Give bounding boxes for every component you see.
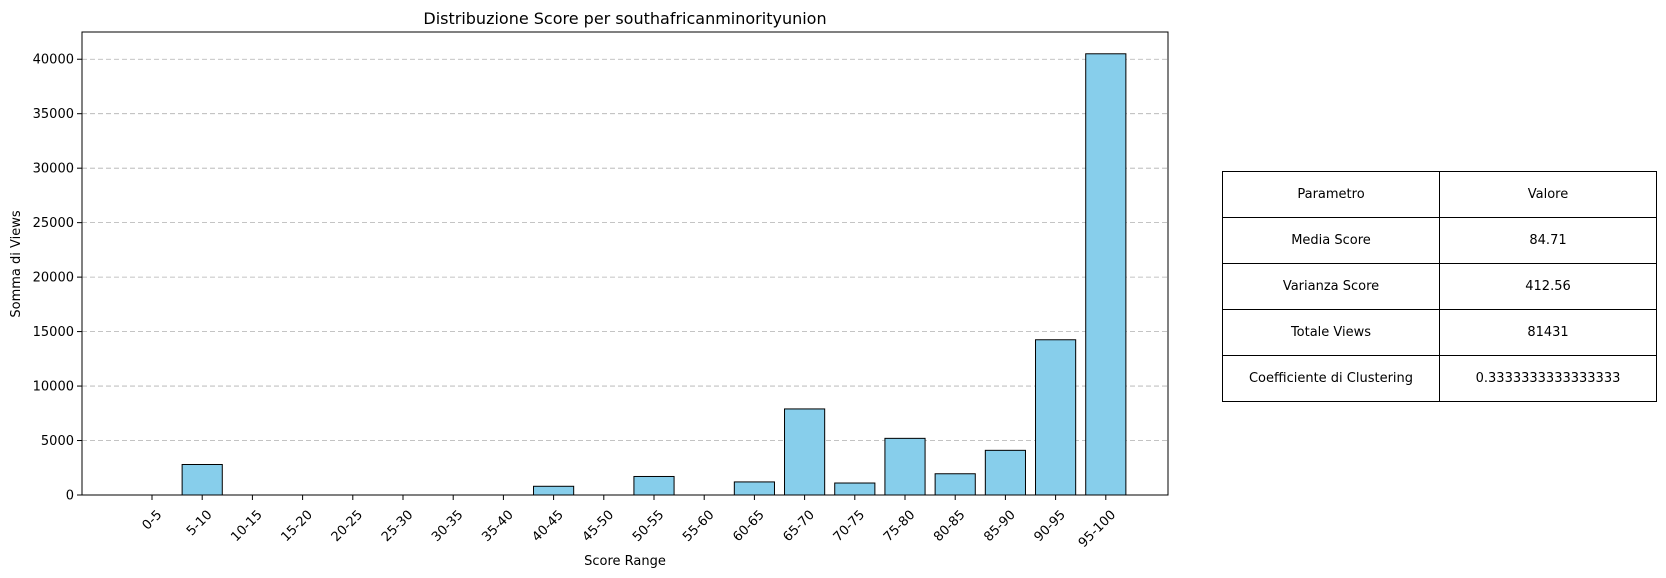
bar-60-65: [733, 481, 775, 496]
table-cell-value: 412.56: [1439, 263, 1657, 310]
x-tick-label: 65-70: [781, 508, 818, 545]
bar-40-45: [533, 485, 575, 496]
x-tick-label: 85-90: [981, 508, 1018, 545]
table-row: Varianza Score 412.56: [1222, 263, 1657, 310]
plot-frame: [81, 31, 1169, 496]
table-cell-parameter: Totale Views: [1222, 309, 1440, 356]
x-tick-label: 5-10: [184, 508, 215, 539]
y-axis-ticks: 0 5000 10000 15000 20000 25000 30000 35000 40000: [33, 53, 82, 504]
y-tick-label: 10000: [33, 380, 74, 395]
y-tick-label: 40000: [33, 53, 74, 68]
table-cell-parameter: Coefficiente di Clustering: [1222, 355, 1440, 402]
x-tick-label: 80-85: [931, 508, 968, 545]
x-tick-label: 95-100: [1076, 508, 1119, 551]
parameter-table: Parametro Valore Media Score 84.71 Varianza …: [1222, 171, 1657, 402]
table-cell-value: 84.71: [1439, 217, 1657, 264]
table-header-row: Parametro Valore: [1222, 171, 1657, 218]
x-tick-label: 70-75: [831, 508, 868, 545]
table-row: Coefficiente di Clustering 0.333333333333…: [1222, 355, 1657, 402]
table-cell-parameter: Varianza Score: [1222, 263, 1440, 310]
x-tick-label: 60-65: [730, 508, 767, 545]
x-tick-label: 50-55: [630, 508, 667, 545]
y-tick-label: 15000: [33, 325, 74, 340]
x-tick-label: 0-5: [140, 508, 166, 534]
bar-70-75: [834, 482, 876, 496]
bar-95-100: [1085, 53, 1127, 496]
x-tick-label: 55-60: [680, 508, 717, 545]
y-tick-label: 5000: [41, 434, 74, 449]
table-cell-value: 81431: [1439, 309, 1657, 356]
bar-50-55: [633, 475, 675, 496]
y-tick-label: 25000: [33, 216, 74, 231]
x-tick-label: 25-30: [379, 508, 416, 545]
chart-title: Distribuzione Score per southafricanmino…: [423, 9, 826, 28]
y-tick-label: 35000: [33, 107, 74, 122]
x-tick-label: 10-15: [228, 508, 265, 545]
y-tick-label: 0: [66, 489, 74, 504]
x-tick-label: 30-35: [429, 508, 466, 545]
x-tick-label: 20-25: [329, 508, 366, 545]
bar-85-90: [984, 449, 1026, 496]
table-cell-parameter: Media Score: [1222, 217, 1440, 264]
bar-75-80: [884, 437, 926, 496]
x-tick-label: 15-20: [279, 508, 316, 545]
table-cell-value: Valore: [1439, 171, 1657, 218]
x-tick-label: 75-80: [881, 508, 918, 545]
x-tick-label: 90-95: [1032, 508, 1069, 545]
bar-5-10: [181, 463, 223, 496]
grid-lines: [82, 58, 1168, 496]
bars: [181, 53, 1127, 496]
table-row: Media Score 84.71: [1222, 217, 1657, 264]
table-row: Totale Views 81431: [1222, 309, 1657, 356]
table-cell-value: 0.3333333333333333: [1439, 355, 1657, 402]
y-axis-label: Somma di Views: [9, 210, 24, 317]
table-cell-parameter: Parametro: [1222, 171, 1440, 218]
bar-90-95: [1035, 339, 1077, 496]
y-tick-label: 30000: [33, 162, 74, 177]
x-axis-ticks: 0-5 5-10 10-15 15-20 20-25 25-30 30-35 35-40 40-…: [140, 495, 1119, 551]
x-tick-label: 35-40: [479, 508, 516, 545]
bar-80-85: [934, 473, 976, 496]
x-tick-label: 45-50: [580, 508, 617, 545]
bar-65-70: [784, 408, 826, 496]
x-axis-label: Score Range: [584, 554, 666, 569]
x-tick-label: 40-45: [530, 508, 567, 545]
y-tick-label: 20000: [33, 271, 74, 286]
